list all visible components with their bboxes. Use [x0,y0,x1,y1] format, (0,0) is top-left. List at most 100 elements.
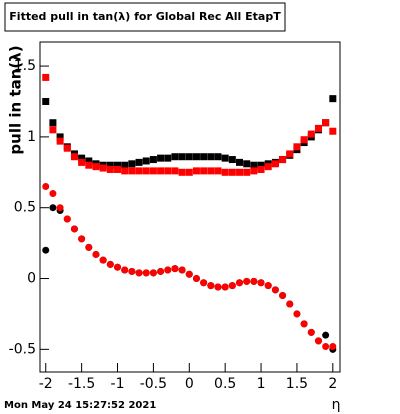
marker [85,157,93,165]
marker [185,270,193,278]
marker [149,167,157,175]
marker [250,277,258,285]
marker [185,168,193,176]
marker [56,204,64,212]
marker [322,331,330,339]
marker [228,168,236,176]
marker [78,235,86,243]
marker [243,160,251,168]
marker [99,256,107,264]
marker [106,161,114,169]
marker [49,119,57,127]
timestamp: Mon May 24 15:27:52 2021 [4,400,156,411]
marker [164,167,172,175]
marker [257,165,265,173]
y-tick-label: 1 [27,129,36,145]
marker [221,168,229,176]
marker [286,150,294,158]
marker [200,167,208,175]
marker [92,250,100,258]
y-tick-label: 0 [27,271,36,287]
marker [300,320,308,328]
marker [128,167,136,175]
marker [250,167,258,175]
marker [329,127,337,135]
marker [70,225,78,233]
marker [49,190,57,198]
marker [228,156,236,164]
marker [128,160,136,168]
marker [135,269,143,277]
marker [135,167,143,175]
marker [135,158,143,166]
marker [99,164,107,172]
marker [243,168,251,176]
marker [157,154,165,162]
marker [192,153,200,161]
marker [279,292,287,300]
marker [214,167,222,175]
marker [200,279,208,287]
marker [121,266,129,274]
marker [236,168,244,176]
marker [42,246,50,254]
marker [142,157,150,165]
marker [171,153,179,161]
x-tick-label: 1 [257,376,266,392]
plot-frame [39,41,341,373]
x-tick-label: -1.5 [68,376,95,392]
marker [114,161,122,169]
marker [200,153,208,161]
marker [78,158,86,166]
x-tick-label: -1 [111,376,125,392]
marker [128,267,136,275]
marker [236,158,244,166]
marker [271,160,279,168]
marker [142,269,150,277]
marker [214,283,222,291]
marker [329,95,337,103]
marker [171,265,179,273]
marker [92,163,100,171]
marker [257,279,265,287]
marker [63,144,71,152]
marker [293,143,301,151]
marker [314,337,322,345]
marker [307,328,315,336]
chart-title: Fitted pull in tan(λ) for Global Rec All… [9,10,281,23]
marker [171,167,179,175]
y-tick-label: -0.5 [9,341,36,357]
marker [121,167,129,175]
y-tick-label: 1.5 [14,58,36,74]
marker [322,343,330,351]
marker [157,167,165,175]
x-tick-label: -0.5 [140,376,167,392]
marker [149,269,157,277]
marker [236,279,244,287]
marker [42,97,50,105]
marker [185,153,193,161]
y-axis-label: pull in tan(λ) [7,45,25,154]
x-tick-label: 2 [328,376,337,392]
marker [293,310,301,318]
marker [207,167,215,175]
marker [271,286,279,294]
marker [178,153,186,161]
marker [221,154,229,162]
x-tick-label: 0 [185,376,194,392]
marker [264,163,272,171]
marker [56,137,64,145]
marker [192,167,200,175]
marker [49,204,57,212]
marker [257,161,265,169]
marker [279,156,287,164]
y-tick-label: 0.5 [14,200,36,216]
marker [164,154,172,162]
marker [207,153,215,161]
marker [157,267,165,275]
marker [228,282,236,290]
x-tick-label: 1.5 [286,376,308,392]
marker [42,73,50,81]
marker [178,168,186,176]
